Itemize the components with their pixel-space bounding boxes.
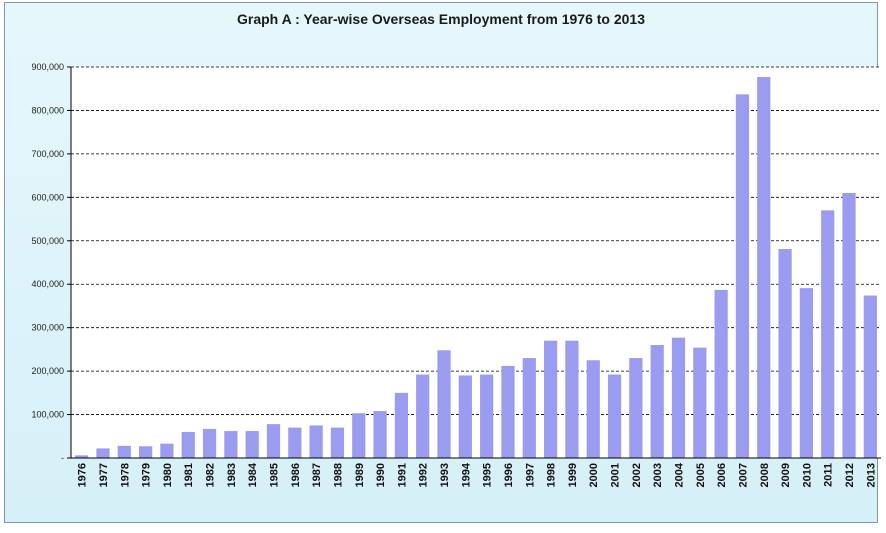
x-tick-label: 1997 — [524, 463, 536, 487]
x-tick-label: 1981 — [183, 463, 195, 487]
bar-1988 — [330, 427, 345, 458]
y-tick-label: 600,000 — [31, 192, 64, 202]
bar-1993 — [437, 350, 451, 458]
bar-1985 — [266, 424, 281, 458]
x-tick-label: 1996 — [503, 463, 515, 487]
x-tick-label: 2010 — [801, 463, 813, 487]
bar-2005 — [693, 347, 707, 458]
bar-1978 — [117, 445, 131, 458]
bar-1984 — [245, 431, 259, 458]
x-tick-label: 1977 — [98, 463, 110, 487]
x-tick-label: 1984 — [247, 462, 259, 487]
bar-2007 — [735, 94, 750, 459]
x-tick-label: 1991 — [396, 463, 408, 487]
x-tick-label: 1995 — [482, 463, 494, 487]
bar-2003 — [650, 345, 664, 458]
bar-1996 — [501, 365, 515, 458]
bar-2010 — [799, 288, 814, 458]
x-tick-label: 1993 — [439, 463, 451, 487]
bar-2006 — [714, 289, 728, 458]
x-tick-label: 1982 — [205, 463, 217, 487]
bar-1986 — [288, 427, 302, 458]
chart-title: Graph A : Year-wise Overseas Employment … — [237, 11, 645, 27]
x-tick-label: 2007 — [737, 463, 749, 487]
x-tick-label: 1992 — [418, 463, 430, 487]
x-tick-label: 1994 — [460, 462, 472, 487]
bar-1991 — [394, 392, 409, 458]
y-tick-label: - — [61, 453, 64, 463]
bar-2012 — [842, 192, 856, 458]
x-tick-label: 1988 — [332, 463, 344, 487]
x-tick-label: 1986 — [290, 463, 302, 487]
x-tick-label: 1998 — [546, 463, 558, 487]
bar-1995 — [480, 374, 494, 458]
x-tick-label: 1989 — [354, 463, 366, 487]
bar-1981 — [181, 431, 195, 458]
x-tick-label: 2008 — [759, 463, 771, 487]
bar-1979 — [138, 446, 153, 458]
bar-1992 — [416, 374, 430, 458]
bar-2013 — [863, 295, 877, 458]
bar-1994 — [458, 375, 472, 458]
x-tick-label: 1987 — [311, 463, 323, 487]
bar-1982 — [202, 428, 217, 458]
bar-2009 — [778, 249, 792, 458]
bar-1997 — [522, 358, 536, 458]
bar-2002 — [629, 358, 643, 458]
bar-1983 — [224, 431, 238, 458]
y-tick-label: 100,000 — [31, 410, 64, 420]
bar-2000 — [586, 360, 600, 458]
bar-2008 — [757, 76, 771, 459]
x-tick-label: 2005 — [695, 463, 707, 487]
x-tick-label: 2009 — [780, 463, 792, 487]
x-tick-label: 1980 — [162, 463, 174, 487]
x-tick-label: 2003 — [652, 463, 664, 487]
bar-1990 — [373, 411, 387, 458]
y-tick-label: 700,000 — [31, 149, 64, 159]
x-tick-label: 2002 — [631, 463, 643, 487]
x-tick-label: 2006 — [716, 463, 728, 487]
bar-1989 — [352, 413, 366, 458]
bar-2004 — [671, 337, 686, 458]
y-tick-label: 300,000 — [31, 323, 64, 333]
x-tick-label: 2012 — [844, 463, 856, 487]
x-tick-label: 1979 — [141, 463, 153, 487]
x-tick-label: 1999 — [567, 463, 579, 487]
x-tick-label: 1985 — [269, 463, 281, 487]
y-tick-label: 200,000 — [31, 366, 64, 376]
x-tick-label: 1990 — [375, 463, 387, 487]
x-tick-label: 2004 — [674, 462, 686, 487]
bar-2001 — [607, 374, 622, 458]
x-tick-label: 2001 — [610, 463, 622, 487]
bar-1980 — [160, 443, 174, 458]
bar-1977 — [96, 448, 110, 458]
x-tick-label: 1976 — [77, 463, 89, 487]
bar-1999 — [565, 340, 579, 458]
x-tick-label: 1983 — [226, 463, 238, 487]
y-tick-label: 400,000 — [31, 279, 64, 289]
y-tick-label: 800,000 — [31, 105, 64, 115]
x-tick-label: 2011 — [823, 463, 835, 487]
bar-1976 — [75, 455, 89, 458]
bar-1998 — [543, 340, 558, 458]
bar-1987 — [309, 425, 323, 458]
y-tick-label: 900,000 — [31, 62, 64, 72]
x-tick-label: 2000 — [588, 463, 600, 487]
x-tick-label: 2013 — [865, 463, 877, 487]
bar-2011 — [821, 210, 835, 458]
y-tick-label: 500,000 — [31, 236, 64, 246]
x-tick-label: 1978 — [119, 463, 131, 487]
